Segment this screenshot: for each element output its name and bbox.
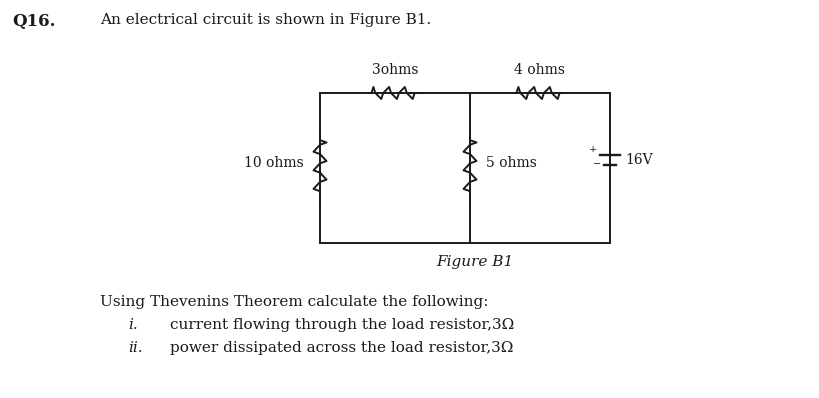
Text: −: −: [592, 160, 600, 170]
Text: ii.: ii.: [128, 341, 143, 355]
Text: Using Thevenins Theorem calculate the following:: Using Thevenins Theorem calculate the fo…: [100, 295, 488, 309]
Text: current flowing through the load resistor,3Ω: current flowing through the load resisto…: [170, 318, 514, 332]
Text: Q16.: Q16.: [12, 13, 56, 30]
Text: 5 ohms: 5 ohms: [486, 156, 536, 170]
Text: Figure B1: Figure B1: [436, 255, 513, 269]
Text: +: +: [588, 145, 596, 154]
Text: 3ohms: 3ohms: [371, 63, 418, 77]
Text: i.: i.: [128, 318, 138, 332]
Text: An electrical circuit is shown in Figure B1.: An electrical circuit is shown in Figure…: [100, 13, 431, 27]
Text: 16V: 16V: [624, 153, 652, 167]
Text: power dissipated across the load resistor,3Ω: power dissipated across the load resisto…: [170, 341, 513, 355]
Text: 4 ohms: 4 ohms: [514, 63, 565, 77]
Text: 10 ohms: 10 ohms: [244, 156, 304, 170]
